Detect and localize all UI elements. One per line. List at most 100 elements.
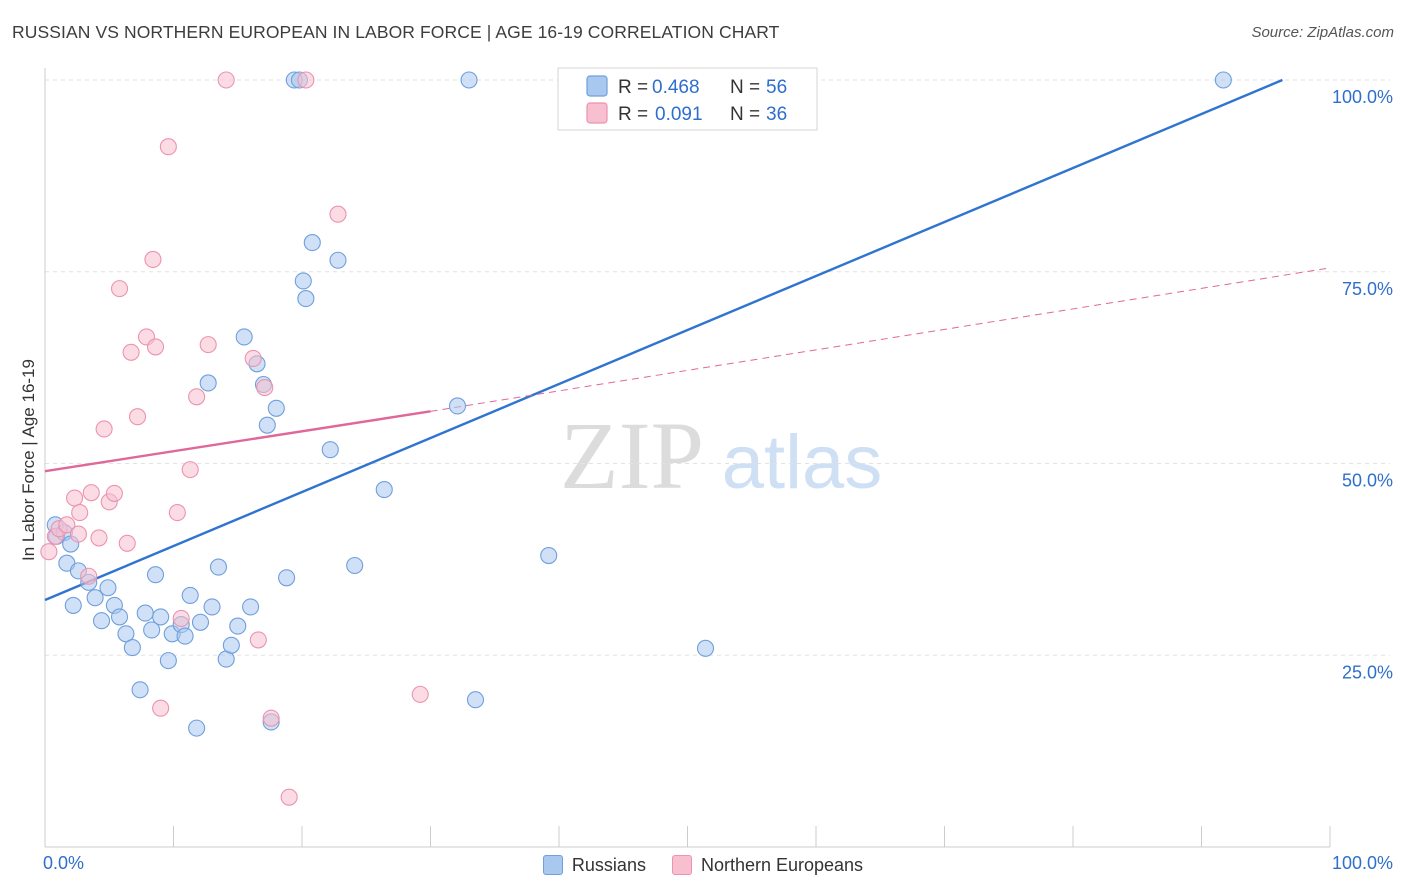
legend-r-label-northern: R = (618, 104, 648, 125)
point-northern-33 (297, 71, 315, 89)
trend-line-northern-solid (44, 410, 431, 473)
point-russians-26 (203, 598, 221, 616)
point-russians-15 (143, 621, 161, 639)
point-northern-24 (181, 461, 199, 479)
legend-swatch-russians (586, 75, 608, 97)
bottom-legend-label-northern: Northern Europeans (700, 854, 864, 875)
point-northern-9 (90, 529, 108, 547)
point-northern-15 (122, 343, 140, 361)
point-russians-41 (294, 272, 312, 290)
point-northern-34 (329, 205, 347, 223)
point-northern-5 (69, 525, 87, 543)
point-russians-44 (321, 441, 339, 459)
point-northern-19 (146, 338, 165, 356)
point-northern-22 (168, 504, 186, 522)
point-northern-35 (411, 685, 429, 703)
point-russians-18 (159, 652, 177, 670)
legend-r-value-northern: 0.091 (655, 104, 703, 125)
trend-lines (44, 78, 1331, 602)
point-northern-0 (40, 543, 58, 561)
y-tick-label-25: 25.0% (1342, 662, 1393, 682)
point-russians-46 (346, 556, 364, 575)
data-points (40, 71, 1232, 806)
bottom-legend-item-russians: Russians (542, 854, 646, 876)
legend-n-label-northern: N = (730, 104, 760, 125)
watermark-zip: ZIP (560, 402, 704, 509)
bottom-legend: Russians Northern Europeans (0, 851, 1406, 879)
bottom-legend-swatch-russians (542, 855, 563, 875)
tick-labels: 25.0% 50.0% 75.0% 100.0% 0.0% 100.0% (43, 87, 1393, 873)
point-russians-51 (540, 546, 558, 565)
bottom-legend-label-russians: Russians (571, 854, 646, 875)
point-russians-17 (152, 608, 170, 626)
trend-line-northern-dashed (430, 267, 1331, 412)
point-northern-8 (82, 484, 100, 502)
point-russians-23 (188, 719, 206, 737)
point-russians-12 (123, 639, 141, 657)
point-northern-26 (199, 336, 217, 354)
legend-r-label-russians: R = (618, 77, 648, 98)
x-tick-label-start: 0.0% (43, 853, 84, 873)
legend-n-label-russians: N = (730, 77, 760, 98)
point-russians-38 (278, 569, 296, 587)
point-russians-32 (242, 598, 260, 616)
point-northern-21 (159, 138, 177, 156)
point-russians-30 (229, 617, 247, 635)
legend-swatch-northern (586, 102, 608, 124)
trend-line-russians (44, 78, 1283, 602)
point-northern-28 (244, 349, 262, 367)
chart-title: RUSSIAN VS NORTHERN EUROPEAN IN LABOR FO… (12, 22, 780, 42)
point-russians-48 (448, 397, 467, 415)
point-russians-42 (297, 290, 315, 308)
point-russians-50 (460, 71, 478, 89)
bottom-legend-swatch-northern (671, 855, 692, 875)
bottom-legend-item-northern: Northern Europeans (671, 854, 864, 876)
point-northern-16 (128, 408, 147, 426)
point-russians-47 (375, 481, 393, 499)
point-northern-4 (66, 489, 84, 507)
gridlines (45, 79, 1390, 656)
point-northern-29 (249, 631, 267, 649)
legend-n-value-russians: 56 (766, 77, 787, 98)
y-tick-label-75: 75.0% (1342, 279, 1393, 299)
point-russians-11 (117, 625, 135, 643)
point-northern-32 (280, 788, 298, 806)
point-russians-14 (136, 604, 154, 622)
point-russians-16 (146, 566, 165, 584)
point-northern-10 (95, 420, 113, 438)
point-russians-10 (110, 608, 129, 626)
point-russians-45 (329, 251, 347, 269)
point-northern-3 (58, 516, 76, 534)
point-russians-25 (199, 374, 217, 392)
point-russians-3 (64, 596, 82, 614)
legend-r-value-russians: 0.468 (652, 77, 700, 98)
point-northern-14 (118, 534, 136, 552)
point-russians-27 (209, 558, 228, 576)
point-russians-43 (303, 234, 321, 252)
point-russians-52 (696, 639, 715, 657)
x-tick-label-end: 100.0% (1332, 853, 1393, 873)
watermark: ZIP atlas (560, 402, 882, 509)
point-russians-7 (92, 612, 111, 630)
source-label: Source: ZipAtlas.com (1251, 24, 1394, 41)
legend: R = 0.468 N = 56 R = 0.091 N = 36 (557, 67, 818, 131)
point-russians-53 (1214, 71, 1232, 89)
point-northern-25 (188, 388, 206, 406)
legend-n-value-northern: 36 (766, 104, 787, 125)
point-northern-18 (144, 250, 162, 269)
point-northern-27 (217, 71, 235, 89)
point-northern-7 (80, 567, 98, 585)
point-northern-12 (105, 484, 123, 502)
point-northern-20 (152, 699, 170, 717)
point-northern-30 (256, 379, 274, 397)
point-northern-31 (262, 709, 280, 727)
point-northern-6 (71, 504, 89, 522)
point-russians-21 (176, 627, 194, 645)
watermark-atlas: atlas (722, 420, 883, 505)
point-russians-8 (99, 579, 117, 597)
axes (44, 68, 1331, 848)
y-axis-label: In Labor Force | Age 16-19 (19, 359, 38, 561)
y-tick-label-100: 100.0% (1332, 87, 1393, 107)
point-russians-24 (191, 613, 210, 631)
